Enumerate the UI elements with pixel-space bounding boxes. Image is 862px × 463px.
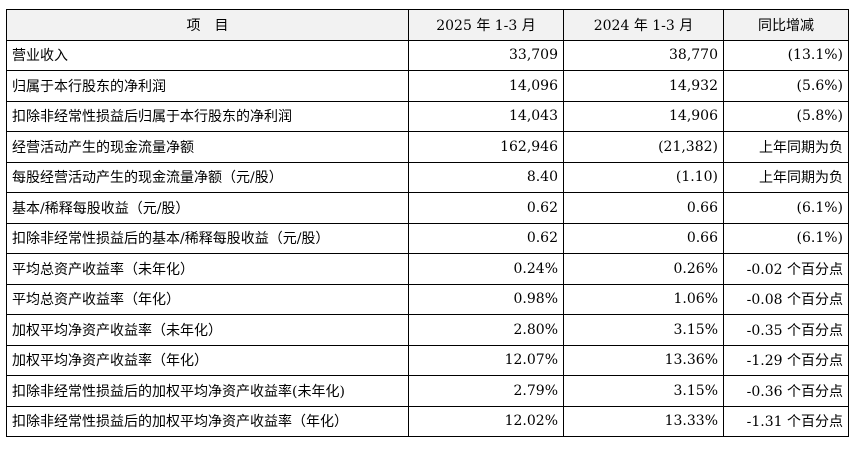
table-row: 扣除非经常性损益后的加权平均净资产收益率（年化） 12.02% 13.33% -1.3… [6,405,849,437]
row-value-2025: 12.07% [408,344,564,376]
header-2025-q1: 2025 年 1-3 月 [408,9,564,41]
row-value-2024: 0.66 [563,222,724,254]
row-value-2025: 12.02% [408,405,564,437]
row-value-2025: 33,709 [408,39,564,71]
row-yoy-change: -0.36 个百分点 [723,375,849,407]
row-value-2024: 14,906 [563,100,724,132]
table-row: 平均总资产收益率（年化） 0.98% 1.06% -0.08 个百分点 [6,283,849,315]
header-yoy-change: 同比增减 [723,9,849,41]
row-yoy-change: 上年同期为负 [723,161,849,193]
row-yoy-change: -1.29 个百分点 [723,344,849,376]
row-item-label: 加权平均净资产收益率（未年化） [6,314,409,346]
row-item-label: 每股经营活动产生的现金流量净额（元/股） [6,161,409,193]
row-value-2025: 162,946 [408,131,564,163]
header-2024-q1: 2024 年 1-3 月 [563,9,724,41]
row-yoy-change: -0.02 个百分点 [723,253,849,285]
row-item-label: 平均总资产收益率（未年化） [6,253,409,285]
row-yoy-change: -1.31 个百分点 [723,405,849,437]
row-yoy-change: -0.08 个百分点 [723,283,849,315]
row-value-2025: 8.40 [408,161,564,193]
row-yoy-change: (13.1%) [723,39,849,71]
row-yoy-change: (5.6%) [723,70,849,102]
row-item-label: 基本/稀释每股收益（元/股） [6,192,409,224]
row-value-2024: (1.10) [563,161,724,193]
financial-indicators-table: 项 目 2025 年 1-3 月 2024 年 1-3 月 同比增减 营业收入 3… [6,9,849,437]
row-item-label: 归属于本行股东的净利润 [6,70,409,102]
row-value-2025: 2.80% [408,314,564,346]
row-item-label: 扣除非经常性损益后的加权平均净资产收益率(未年化) [6,375,409,407]
row-value-2024: 38,770 [563,39,724,71]
row-value-2025: 0.62 [408,192,564,224]
row-yoy-change: -0.35 个百分点 [723,314,849,346]
row-item-label: 经营活动产生的现金流量净额 [6,131,409,163]
row-value-2025: 0.24% [408,253,564,285]
row-value-2025: 14,043 [408,100,564,132]
table-row: 扣除非经常性损益后归属于本行股东的净利润 14,043 14,906 (5.8%) [6,100,849,132]
row-value-2024: 14,932 [563,70,724,102]
row-item-label: 营业收入 [6,39,409,71]
row-value-2024: 0.26% [563,253,724,285]
table-row: 加权平均净资产收益率（未年化） 2.80% 3.15% -0.35 个百分点 [6,314,849,346]
row-yoy-change: (6.1%) [723,192,849,224]
row-item-label: 扣除非经常性损益后的加权平均净资产收益率（年化） [6,405,409,437]
table-header-row: 项 目 2025 年 1-3 月 2024 年 1-3 月 同比增减 [6,9,849,41]
row-item-label: 扣除非经常性损益后归属于本行股东的净利润 [6,100,409,132]
table-row: 平均总资产收益率（未年化） 0.24% 0.26% -0.02 个百分点 [6,253,849,285]
row-value-2024: 13.33% [563,405,724,437]
table-row: 归属于本行股东的净利润 14,096 14,932 (5.6%) [6,70,849,102]
row-item-label: 加权平均净资产收益率（年化） [6,344,409,376]
row-value-2024: 0.66 [563,192,724,224]
row-value-2024: 13.36% [563,344,724,376]
row-yoy-change: (6.1%) [723,222,849,254]
table-row: 每股经营活动产生的现金流量净额（元/股） 8.40 (1.10) 上年同期为负 [6,161,849,193]
row-item-label: 平均总资产收益率（年化） [6,283,409,315]
row-item-label: 扣除非经常性损益后的基本/稀释每股收益（元/股） [6,222,409,254]
row-value-2025: 14,096 [408,70,564,102]
row-yoy-change: (5.8%) [723,100,849,132]
table-row: 加权平均净资产收益率（年化） 12.07% 13.36% -1.29 个百分点 [6,344,849,376]
table-row: 扣除非经常性损益后的基本/稀释每股收益（元/股） 0.62 0.66 (6.1%) [6,222,849,254]
table-row: 经营活动产生的现金流量净额 162,946 (21,382) 上年同期为负 [6,131,849,163]
table-row: 营业收入 33,709 38,770 (13.1%) [6,39,849,71]
row-value-2025: 2.79% [408,375,564,407]
row-value-2024: 3.15% [563,314,724,346]
row-value-2024: (21,382) [563,131,724,163]
table-body: 营业收入 33,709 38,770 (13.1%) 归属于本行股东的净利润 14,096… [6,39,849,437]
table-row: 扣除非经常性损益后的加权平均净资产收益率(未年化) 2.79% 3.15% -0.36… [6,375,849,407]
row-value-2024: 1.06% [563,283,724,315]
table-row: 基本/稀释每股收益（元/股） 0.62 0.66 (6.1%) [6,192,849,224]
row-yoy-change: 上年同期为负 [723,131,849,163]
row-value-2024: 3.15% [563,375,724,407]
header-item: 项 目 [6,9,409,41]
row-value-2025: 0.62 [408,222,564,254]
row-value-2025: 0.98% [408,283,564,315]
